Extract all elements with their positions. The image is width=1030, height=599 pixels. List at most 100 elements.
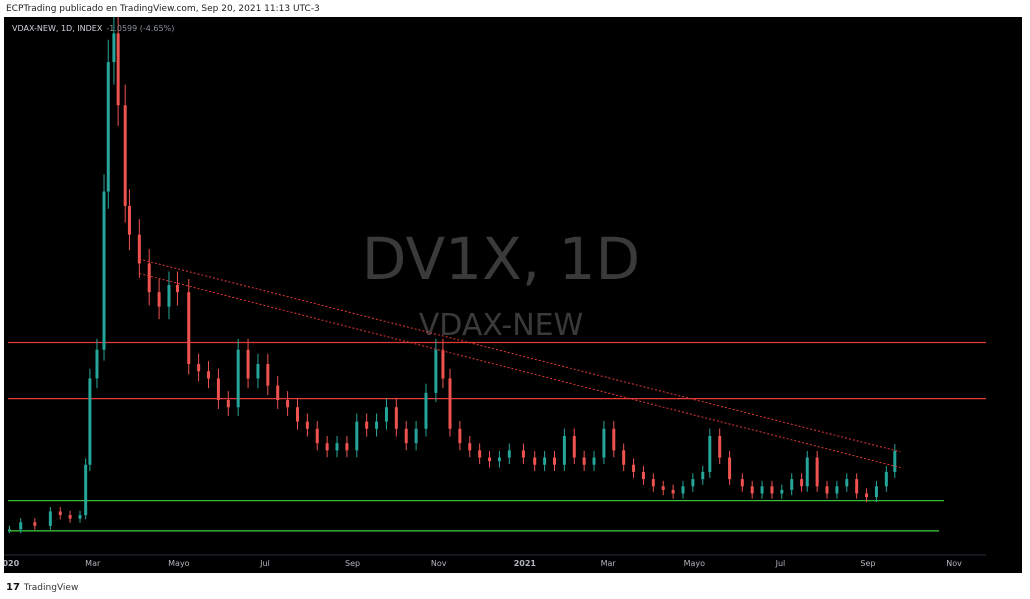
candle	[641, 471, 645, 480]
candle	[835, 486, 839, 494]
candle	[295, 407, 299, 422]
symbol-legend: VDAX-NEW, 1D, INDEX -1.0599 (-4.65%)	[12, 24, 174, 33]
candle	[197, 364, 201, 372]
candle	[286, 400, 290, 408]
candle	[147, 263, 151, 293]
candle	[33, 522, 37, 526]
candle	[355, 421, 359, 451]
x-tick-label: Mayo	[168, 559, 190, 568]
candle	[78, 515, 82, 519]
candle	[127, 205, 131, 235]
candle	[68, 515, 72, 519]
candle	[458, 428, 462, 444]
brand-label[interactable]: TradingView	[23, 582, 79, 593]
candle	[365, 421, 369, 429]
candle	[815, 457, 819, 487]
candle	[865, 493, 869, 498]
candle	[661, 486, 665, 490]
candle	[325, 443, 329, 451]
trend-line	[139, 258, 901, 453]
candle	[728, 457, 732, 480]
x-tick-label: Mayo	[684, 559, 706, 568]
x-tick-label: Sep	[345, 559, 360, 568]
x-tick-label: Jul	[259, 559, 270, 568]
candle	[488, 457, 492, 462]
candle	[681, 486, 685, 494]
candle	[187, 292, 191, 365]
candle	[375, 421, 379, 429]
candle	[175, 285, 179, 293]
candle	[845, 479, 849, 487]
publisher-line: ECPTrading publicado en TradingView.com,…	[6, 4, 320, 14]
x-tick-label: Sep	[860, 559, 875, 568]
candle	[345, 443, 349, 451]
x-tick-label: 2021	[514, 559, 537, 568]
candle	[805, 457, 809, 487]
candle	[167, 285, 171, 307]
candle	[137, 234, 141, 264]
candle	[825, 486, 829, 494]
candle	[622, 450, 626, 465]
candle	[893, 451, 897, 472]
candle	[708, 435, 712, 472]
watermark-sub: VDAX-NEW	[419, 308, 584, 343]
candle	[384, 407, 388, 422]
candle	[468, 443, 472, 451]
candle	[216, 378, 220, 401]
candle	[207, 371, 211, 379]
candle	[790, 479, 794, 490]
price-chart[interactable]: DV1X, 1DVDAX-NEW84.000080.000076.000072.…	[4, 17, 986, 571]
trend-line	[139, 273, 901, 469]
candle	[572, 435, 576, 458]
candle	[718, 435, 722, 458]
footer: 17 TradingView	[6, 582, 78, 593]
candle	[58, 511, 62, 516]
candle	[521, 450, 525, 458]
watermark-main: DV1X, 1D	[362, 225, 640, 293]
candle	[874, 486, 878, 498]
candle	[88, 378, 92, 465]
candle	[84, 464, 88, 516]
candle	[116, 33, 120, 106]
candle	[562, 435, 566, 465]
candle	[424, 392, 428, 429]
candle	[800, 479, 804, 487]
candle	[95, 349, 99, 379]
candle	[602, 428, 606, 458]
x-tick-label: Jul	[775, 559, 786, 568]
candle	[414, 428, 418, 444]
candle	[7, 529, 11, 531]
candle	[478, 450, 482, 458]
candle	[315, 428, 319, 444]
candle	[612, 428, 616, 451]
tradingview-logo-icon: 17	[6, 582, 20, 593]
plot-area[interactable]: DV1X, 1DVDAX-NEW84.000080.000076.000072.…	[4, 17, 986, 571]
candle	[533, 457, 537, 465]
candle	[256, 364, 260, 379]
symbol-change: -1.0599 (-4.65%)	[106, 24, 175, 33]
candle	[236, 349, 240, 408]
candle	[691, 479, 695, 487]
candle	[246, 349, 250, 379]
candle	[884, 471, 888, 487]
candle	[123, 105, 127, 206]
candle	[106, 62, 110, 192]
chart-frame[interactable]	[4, 17, 1022, 573]
x-tick-label: Mar	[85, 559, 101, 568]
x-tick-label: 2020	[4, 559, 20, 568]
candle	[19, 522, 23, 530]
candle	[552, 457, 556, 465]
candle	[448, 378, 452, 429]
candle	[266, 364, 270, 386]
candle	[226, 400, 230, 408]
symbol-info: VDAX-NEW, 1D, INDEX	[12, 24, 103, 33]
candle	[441, 349, 445, 379]
x-tick-label: Mar	[601, 559, 617, 568]
candle	[760, 486, 764, 494]
candle	[780, 489, 784, 494]
candle	[102, 191, 106, 350]
candle	[740, 479, 744, 487]
candle	[651, 479, 655, 487]
candle	[48, 511, 52, 526]
candle	[394, 407, 398, 429]
